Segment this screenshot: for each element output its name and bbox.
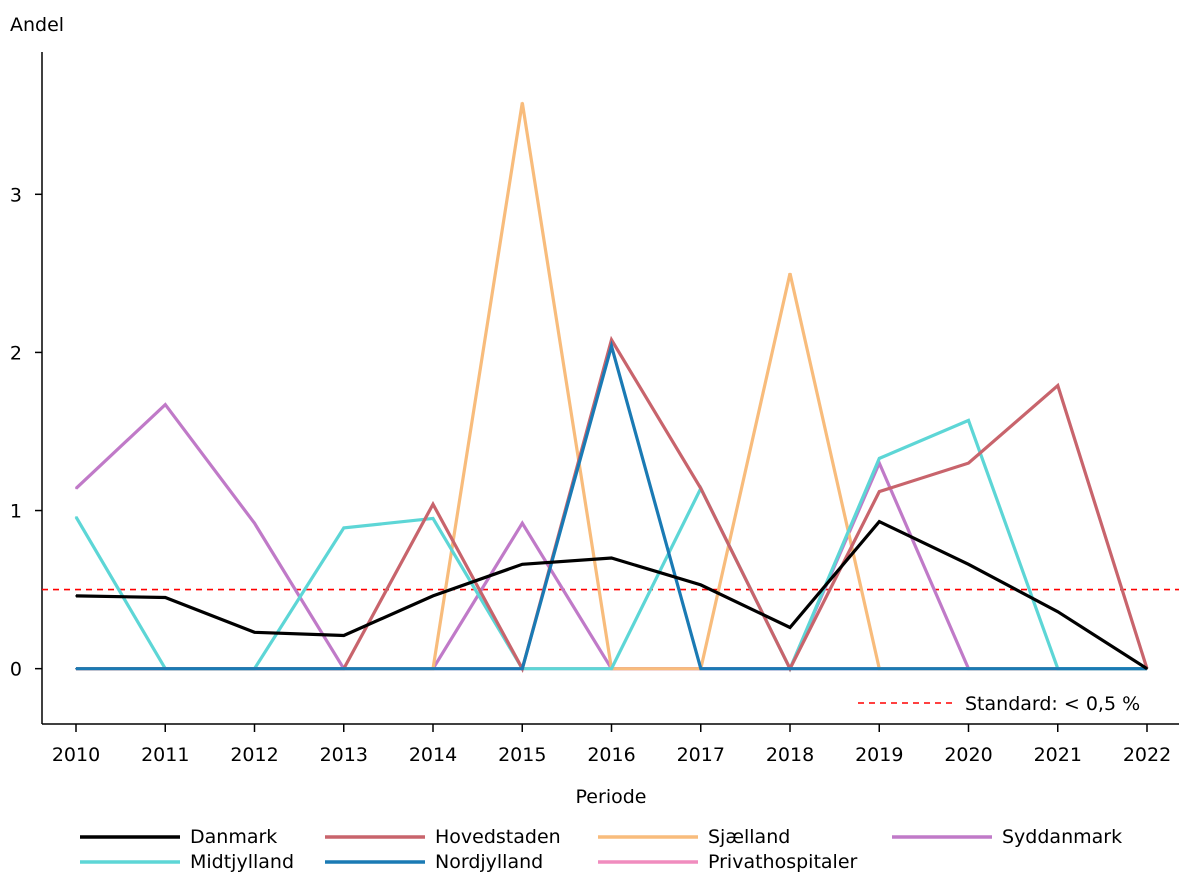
y-axis-label: Andel <box>10 14 64 36</box>
legend-label-nordjylland: Nordjylland <box>435 851 543 873</box>
data-point-danmark <box>342 634 345 637</box>
legend-label-midtjylland: Midtjylland <box>190 851 294 873</box>
data-point-nordjylland <box>610 345 613 347</box>
data-point-nordjylland <box>878 667 881 670</box>
legend-label-sj-lland: Sjælland <box>708 826 790 848</box>
data-point-sj-lland <box>789 272 791 275</box>
data-point-danmark <box>699 584 702 586</box>
x-tick-label: 2018 <box>766 744 814 766</box>
x-tick-label: 2017 <box>677 744 725 766</box>
data-point-danmark <box>521 563 524 566</box>
y-axis-ticks: 0 1 2 3 <box>10 184 42 681</box>
data-point-hovedstaden <box>432 503 434 506</box>
data-point-sj-lland <box>521 101 524 104</box>
data-point-syddanmark <box>75 487 77 490</box>
data-point-syddanmark <box>164 403 167 406</box>
x-tick-label: 2012 <box>230 744 278 766</box>
legend: Danmark Hovedstaden Sjælland Syddanmark Midt… <box>80 826 1122 873</box>
x-tick-label: 2014 <box>409 744 457 766</box>
x-axis-label: Periode <box>576 786 647 808</box>
data-point-danmark <box>789 626 791 629</box>
data-point-midtjylland <box>967 419 970 422</box>
legend-label-danmark: Danmark <box>190 826 277 848</box>
data-point-syddanmark <box>521 522 524 524</box>
series-line-midtjylland <box>74 418 1147 673</box>
data-point-nordjylland <box>521 667 524 670</box>
legend-label-hovedstaden: Hovedstaden <box>435 826 561 848</box>
y-tick-label: 1 <box>10 501 22 523</box>
data-point-midtjylland <box>878 457 881 460</box>
x-tick-label: 2015 <box>498 744 546 766</box>
data-point-nordjylland <box>342 667 345 670</box>
data-point-midtjylland <box>75 516 77 518</box>
y-tick-label: 2 <box>10 342 22 364</box>
data-point-danmark <box>432 595 434 597</box>
x-axis-ticks: 2010 2011 2012 2013 2014 2015 2016 2017 2018 2019… <box>52 724 1171 766</box>
x-tick-label: 2019 <box>855 744 903 766</box>
series-line-nordjylland <box>76 340 1147 671</box>
series-line-syddanmark <box>74 402 1147 671</box>
data-point-nordjylland <box>699 667 702 670</box>
data-point-danmark <box>1146 667 1148 670</box>
data-point-hovedstaden <box>1056 384 1059 387</box>
data-point-nordjylland <box>164 667 167 670</box>
data-point-syddanmark <box>253 522 256 524</box>
x-tick-label: 2020 <box>944 744 992 766</box>
legend-label-syddanmark: Syddanmark <box>1002 826 1122 848</box>
data-point-danmark <box>253 631 256 634</box>
legend-label-privathospitaler: Privathospitaler <box>708 851 858 873</box>
data-point-midtjylland <box>610 667 613 670</box>
y-tick-label: 3 <box>10 184 22 206</box>
standard-annotation: Standard: < 0,5 % <box>858 693 1140 715</box>
data-point-hovedstaden <box>610 338 613 341</box>
data-point-danmark <box>164 596 167 599</box>
y-tick-label: 0 <box>10 659 22 681</box>
data-point-nordjylland <box>967 667 970 670</box>
x-tick-label: 2022 <box>1123 744 1171 766</box>
data-point-hovedstaden <box>878 490 881 493</box>
data-point-midtjylland <box>432 517 434 520</box>
series-line-sj-lland <box>76 102 1147 671</box>
x-tick-label: 2013 <box>320 744 368 766</box>
data-point-nordjylland <box>789 667 791 670</box>
data-point-nordjylland <box>1056 667 1059 670</box>
data-point-danmark <box>1056 610 1059 613</box>
data-point-nordjylland <box>432 667 434 670</box>
data-point-nordjylland <box>253 667 256 670</box>
data-point-midtjylland <box>342 527 345 529</box>
x-tick-label: 2021 <box>1034 744 1082 766</box>
data-point-danmark <box>75 595 77 597</box>
x-tick-label: 2011 <box>141 744 189 766</box>
data-point-danmark <box>967 563 970 566</box>
data-point-danmark <box>878 520 881 523</box>
standard-label: Standard: < 0,5 % <box>965 693 1140 715</box>
series-line-danmark <box>75 519 1148 671</box>
data-point-danmark <box>610 557 613 559</box>
series-layer <box>74 101 1149 673</box>
x-tick-label: 2016 <box>587 744 635 766</box>
data-point-hovedstaden <box>967 462 970 464</box>
series-line-hovedstaden <box>76 335 1149 673</box>
x-tick-label: 2010 <box>52 744 100 766</box>
data-point-nordjylland <box>75 667 77 670</box>
data-point-hovedstaden <box>699 487 702 490</box>
